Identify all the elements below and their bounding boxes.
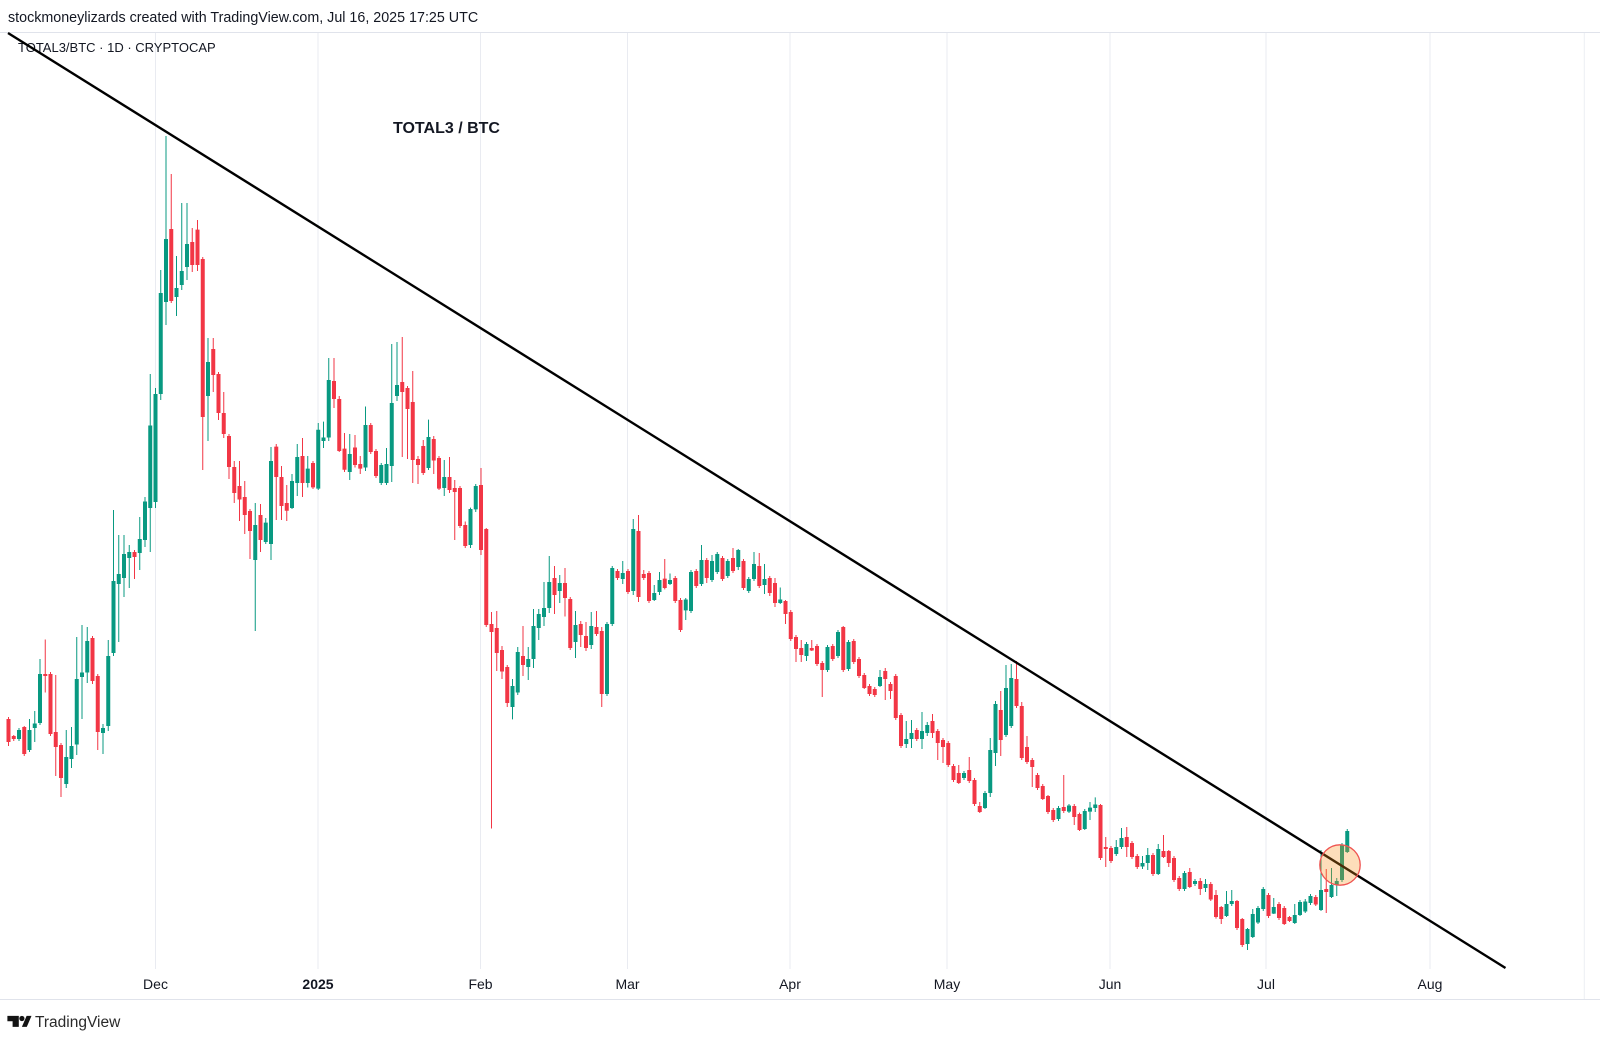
svg-text:Mar: Mar bbox=[615, 976, 639, 992]
svg-text:Jul: Jul bbox=[1257, 976, 1275, 992]
svg-text:Apr: Apr bbox=[779, 976, 801, 992]
svg-text:Jun: Jun bbox=[1099, 976, 1122, 992]
svg-text:Aug: Aug bbox=[1418, 976, 1443, 992]
svg-text:stockmoneylizards created with: stockmoneylizards created with TradingVi… bbox=[8, 10, 478, 26]
svg-text:May: May bbox=[934, 976, 960, 992]
svg-text:Feb: Feb bbox=[468, 976, 492, 992]
svg-text:TradingView: TradingView bbox=[35, 1014, 121, 1031]
svg-text:TOTAL3/BTC · 1D · CRYPTOCAP: TOTAL3/BTC · 1D · CRYPTOCAP bbox=[18, 40, 216, 55]
svg-text:TOTAL3 / BTC: TOTAL3 / BTC bbox=[393, 120, 500, 137]
svg-text:2025: 2025 bbox=[302, 976, 333, 992]
svg-text:Dec: Dec bbox=[143, 976, 168, 992]
